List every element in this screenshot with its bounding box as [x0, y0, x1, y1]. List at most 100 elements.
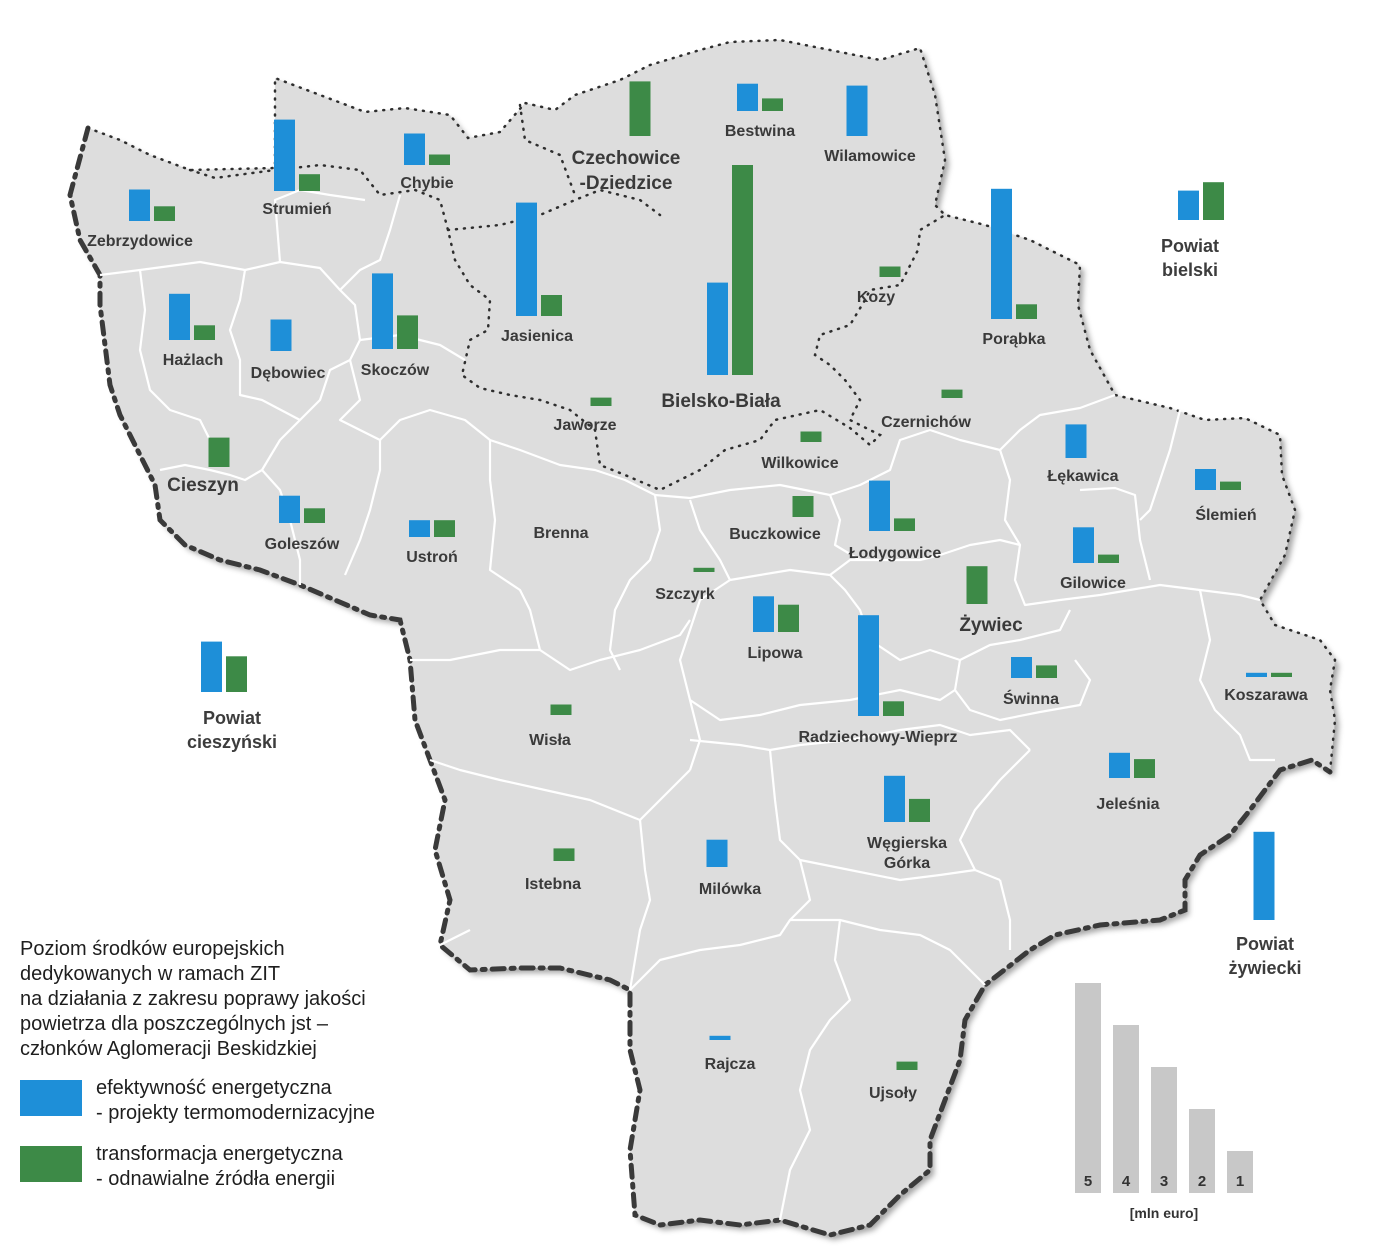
bar-efficiency-debowiec — [270, 319, 292, 351]
bar-efficiency-powiat-zywiecki — [1253, 831, 1275, 920]
bars-zebrzydowice — [129, 189, 175, 221]
bar-transformation-wilkowice — [800, 431, 822, 442]
bars-zywiec — [966, 566, 988, 604]
bar-transformation-skoczow — [397, 315, 418, 349]
bar-transformation-wisla — [550, 704, 572, 715]
label-radziechowy-wieprz: Radziechowy-Wieprz — [799, 729, 958, 746]
bar-efficiency-slemien — [1195, 469, 1216, 490]
legend-label: - odnawialne źródła energii — [96, 1168, 336, 1190]
label-jaworze: Jaworze — [553, 417, 616, 434]
legend-title-line: na działania z zakresu poprawy jakości — [20, 988, 366, 1010]
bar-transformation-cieszyn — [208, 437, 230, 467]
legend-item-efficiency: efektywność energetyczna - projekty term… — [20, 1076, 490, 1126]
bar-transformation-bestwina — [762, 98, 783, 111]
bar-efficiency-koszarawa — [1246, 672, 1267, 677]
label-hazlach: Hażlach — [163, 352, 223, 369]
label-istebna: Istebna — [525, 876, 581, 893]
bars-czernichow — [941, 389, 963, 398]
scale-unit-label: [mln euro] — [1130, 1205, 1198, 1221]
bar-transformation-buczkowice — [792, 496, 814, 517]
scale-tick-label: 5 — [1084, 1173, 1092, 1190]
bars-swinna — [1011, 657, 1057, 678]
label-buczkowice: Buczkowice — [729, 526, 821, 543]
bar-transformation-lipowa — [778, 604, 799, 632]
bars-powiat-cieszynski — [201, 641, 247, 692]
bar-transformation-chybie — [429, 154, 450, 165]
label-strumien: Strumień — [262, 201, 331, 218]
label-powiat-cieszynski: Powiat cieszyński — [187, 708, 277, 752]
scale-tick-label: 1 — [1236, 1173, 1244, 1190]
bar-efficiency-hazlach — [169, 293, 190, 340]
bar-transformation-powiat-cieszynski — [226, 656, 247, 692]
bars-jasienica — [516, 202, 562, 316]
bars-buczkowice — [792, 496, 814, 517]
label-zebrzydowice: Zebrzydowice — [87, 233, 193, 250]
label-ustron: Ustroń — [406, 549, 458, 566]
bars-ujsoly — [896, 1061, 918, 1070]
label-bielsko-biala: Bielsko-Biała — [661, 391, 781, 412]
bars-skoczow — [372, 273, 418, 349]
bar-efficiency-rajcza — [709, 1035, 731, 1040]
label-brenna: Brenna — [533, 525, 588, 542]
label-cieszyn: Cieszyn — [167, 475, 239, 496]
legend-title-line: Poziom środków europejskich — [20, 938, 285, 960]
bar-transformation-porabka — [1016, 304, 1037, 319]
bars-czechowice-dziedzice — [629, 81, 651, 136]
bar-efficiency-radziechowy-wieprz — [858, 615, 879, 716]
bars-rajcza — [709, 1035, 731, 1040]
bars-lipowa — [753, 596, 799, 632]
bar-efficiency-bielsko-biala — [707, 282, 728, 375]
bars-szczyrk — [693, 567, 715, 572]
label-lekawica: Łękawica — [1047, 468, 1118, 485]
legend-title-line: powietrza dla poszczególnych jst – — [20, 1013, 328, 1035]
label-lodygowice: Łodygowice — [849, 545, 942, 562]
bars-bielsko-biala — [707, 165, 753, 375]
bar-efficiency-wegierska-gorka — [884, 775, 905, 822]
legend-title: Poziom środków europejskich dedykowanych… — [20, 937, 490, 1062]
label-lipowa: Lipowa — [747, 645, 802, 662]
label-swinna: Świnna — [1003, 689, 1059, 708]
bars-ustron — [409, 520, 455, 537]
bars-wilkowice — [800, 431, 822, 442]
bar-transformation-swinna — [1036, 665, 1057, 678]
bar-efficiency-goleszow — [279, 495, 300, 523]
label-skoczow: Skoczów — [361, 362, 430, 379]
label-wilkowice: Wilkowice — [761, 455, 838, 472]
label-powiat-bielski: Powiat bielski — [1161, 236, 1219, 280]
legend-label: - projekty termomodernizacyjne — [96, 1102, 375, 1124]
bars-layer — [129, 81, 1292, 1070]
label-bestwina: Bestwina — [725, 123, 795, 140]
outer-border-north — [86, 38, 1337, 774]
bar-transformation-strumien — [299, 174, 320, 191]
bar-transformation-czechowice-dziedzice — [629, 81, 651, 136]
label-jelesnia: Jeleśnia — [1096, 796, 1159, 813]
bar-efficiency-skoczow — [372, 273, 393, 349]
legend-swatch-efficiency — [20, 1080, 82, 1116]
bars-kozy — [879, 266, 901, 277]
bars-wisla — [550, 704, 572, 715]
bar-efficiency-strumien — [274, 119, 295, 191]
bars-powiat-bielski — [1178, 182, 1224, 220]
bar-efficiency-wilamowice — [846, 85, 868, 136]
bar-transformation-bielsko-biala — [732, 165, 753, 375]
bar-efficiency-jasienica — [516, 202, 537, 316]
label-kozy: Kozy — [857, 289, 895, 306]
bars-debowiec — [270, 319, 292, 351]
legend-item-transformation: transformacja energetyczna - odnawialne … — [20, 1142, 490, 1192]
bar-efficiency-lodygowice — [869, 480, 890, 531]
bars-radziechowy-wieprz — [858, 615, 904, 716]
bars-cieszyn — [208, 437, 230, 467]
bar-transformation-szczyrk — [693, 567, 715, 572]
bar-efficiency-ustron — [409, 520, 430, 537]
scale-bar — [1151, 1067, 1177, 1193]
bar-efficiency-powiat-bielski — [1178, 190, 1199, 220]
label-milowka: Milówka — [699, 881, 761, 898]
legend-label: efektywność energetyczna — [96, 1077, 332, 1099]
bars-gilowice — [1073, 527, 1119, 563]
label-chybie: Chybie — [400, 175, 453, 192]
bar-transformation-ustron — [434, 520, 455, 537]
bar-transformation-goleszow — [304, 508, 325, 523]
legend-title-line: członków Aglomeracji Beskidzkiej — [20, 1038, 317, 1060]
county-boundaries — [188, 103, 947, 492]
labels-layer: Zebrzydowice Strumień Chybie Czechowice -Dzi… — [87, 123, 1308, 1102]
